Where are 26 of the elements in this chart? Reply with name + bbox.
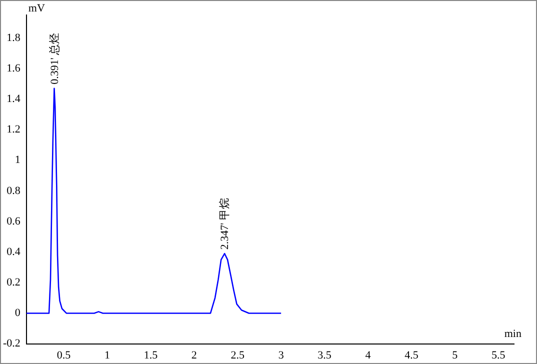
- x-axis-title: min: [504, 328, 522, 340]
- annotation: 0.391' 总烃: [48, 32, 62, 84]
- y-tick-label: -0.2: [2, 338, 20, 350]
- annotation: 2.347' 甲烷: [218, 198, 232, 250]
- x-tick-label: 0.5: [56, 349, 72, 362]
- x-tick-label: 1: [104, 349, 110, 362]
- x-tick-label: 4: [365, 349, 372, 362]
- y-tick-label: 1.2: [6, 124, 20, 136]
- y-tick-label: 0.6: [6, 215, 21, 228]
- x-tick-label: 1.5: [144, 349, 158, 362]
- x-tick-label: 4.5: [404, 349, 419, 362]
- y-tick-label: 0: [14, 307, 21, 320]
- y-tick-label: 1.6: [6, 62, 21, 74]
- x-tick-label: 3.5: [318, 349, 332, 362]
- x-tick-label: 5.5: [491, 349, 506, 362]
- y-tick-label: 1: [14, 154, 20, 166]
- y-tick-label: 0.8: [6, 184, 21, 197]
- y-axis-title: mV: [28, 2, 45, 14]
- y-tick-label: 0.2: [6, 276, 20, 289]
- y-tick-label: 1.8: [6, 32, 21, 44]
- x-tick-label: 2.5: [230, 349, 245, 362]
- y-tick-label: 1.4: [6, 93, 21, 105]
- y-tick-label: 0.4: [6, 246, 21, 258]
- x-tick-label: 3: [278, 349, 284, 362]
- x-tick-label: 2: [191, 349, 197, 362]
- x-tick-label: 5: [452, 349, 458, 362]
